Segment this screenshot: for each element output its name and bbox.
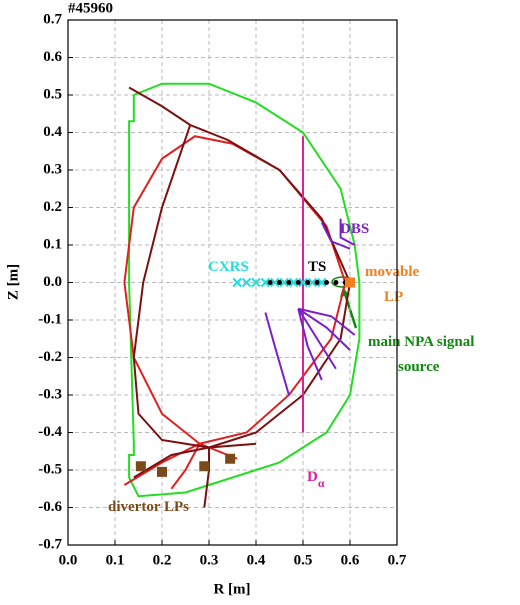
x-tick-label: 0.6 [341,552,360,568]
x-tick-label: 0.7 [388,552,407,568]
annotation-text: divertor LPs [108,499,189,515]
curve [264,312,290,396]
marker [199,461,210,472]
marker [307,277,318,288]
annotation: source [398,359,440,375]
y-tick-label: -0.4 [38,424,62,440]
annotation: DBS [340,221,369,237]
marker [225,453,236,464]
marker [251,277,261,288]
marker [241,277,252,288]
y-tick-label: 0.0 [43,274,62,290]
y-tick-label: -0.2 [38,349,62,365]
annotation-text: main NPA signal [368,334,474,350]
curve [128,82,361,498]
y-tick-label: 0.4 [43,124,62,140]
annotation-subscript: α [318,476,325,490]
annotation-text: movable [365,264,420,280]
annotation: CXRS [208,259,249,275]
marker [324,280,329,285]
curve [297,307,351,351]
marker [135,461,146,472]
chart-title: #45960 [68,0,113,16]
y-tick-label: -0.7 [38,536,62,552]
marker [288,277,299,288]
marker [270,277,280,288]
marker [314,280,320,285]
y-tick-label: -0.1 [38,311,62,327]
y-axis-label: Z [m] [5,264,21,300]
curve [298,307,356,336]
marker [267,280,273,285]
marker [260,277,271,288]
curve [133,442,257,479]
curve [339,218,356,246]
y-tick-label: 0.2 [43,199,62,215]
curve [320,222,351,250]
marker [305,280,311,285]
annotation: Dα [307,469,325,489]
x-tick-label: 0.1 [106,552,125,568]
marker [295,280,301,285]
x-tick-label: 0.0 [59,552,78,568]
y-tick-label: 0.3 [43,161,62,177]
y-tick-label: -0.5 [38,461,62,477]
marker [277,280,282,285]
marker [232,277,242,288]
annotation: movable [365,264,420,280]
x-tick-label: 0.4 [247,552,266,568]
y-tick-label: 0.6 [43,49,62,65]
annotation-text: source [398,359,440,375]
plot-frame [67,19,398,546]
curve [297,308,323,381]
y-tick-label: 0.5 [43,86,62,102]
annotation: divertor LPs [108,499,189,515]
annotation: TS [308,259,326,275]
y-tick-label: -0.6 [38,499,62,515]
x-axis-label: R [m] [213,581,250,597]
x-tick-label: 0.3 [200,552,219,568]
annotation-text: CXRS [208,259,249,275]
curve [128,86,352,449]
annotation: LP [384,289,403,305]
x-tick-label: 0.5 [294,552,313,568]
marker [286,280,292,285]
y-tick-label: 0.7 [43,11,62,27]
annotation-text: TS [308,259,326,275]
annotation: main NPA signal [368,334,474,350]
annotation-text: LP [384,289,403,305]
y-tick-label: 0.1 [43,236,62,252]
x-tick-label: 0.2 [153,552,172,568]
marker [298,277,308,288]
annotation-text: DBS [340,221,369,237]
curve [297,308,337,370]
marker [317,277,327,288]
marker [333,280,339,285]
marker [345,277,355,288]
curve [170,443,201,490]
marker [279,277,289,288]
marker [157,466,167,477]
y-tick-label: -0.3 [38,386,62,402]
annotation-text: D [307,469,318,485]
curve [123,135,347,445]
